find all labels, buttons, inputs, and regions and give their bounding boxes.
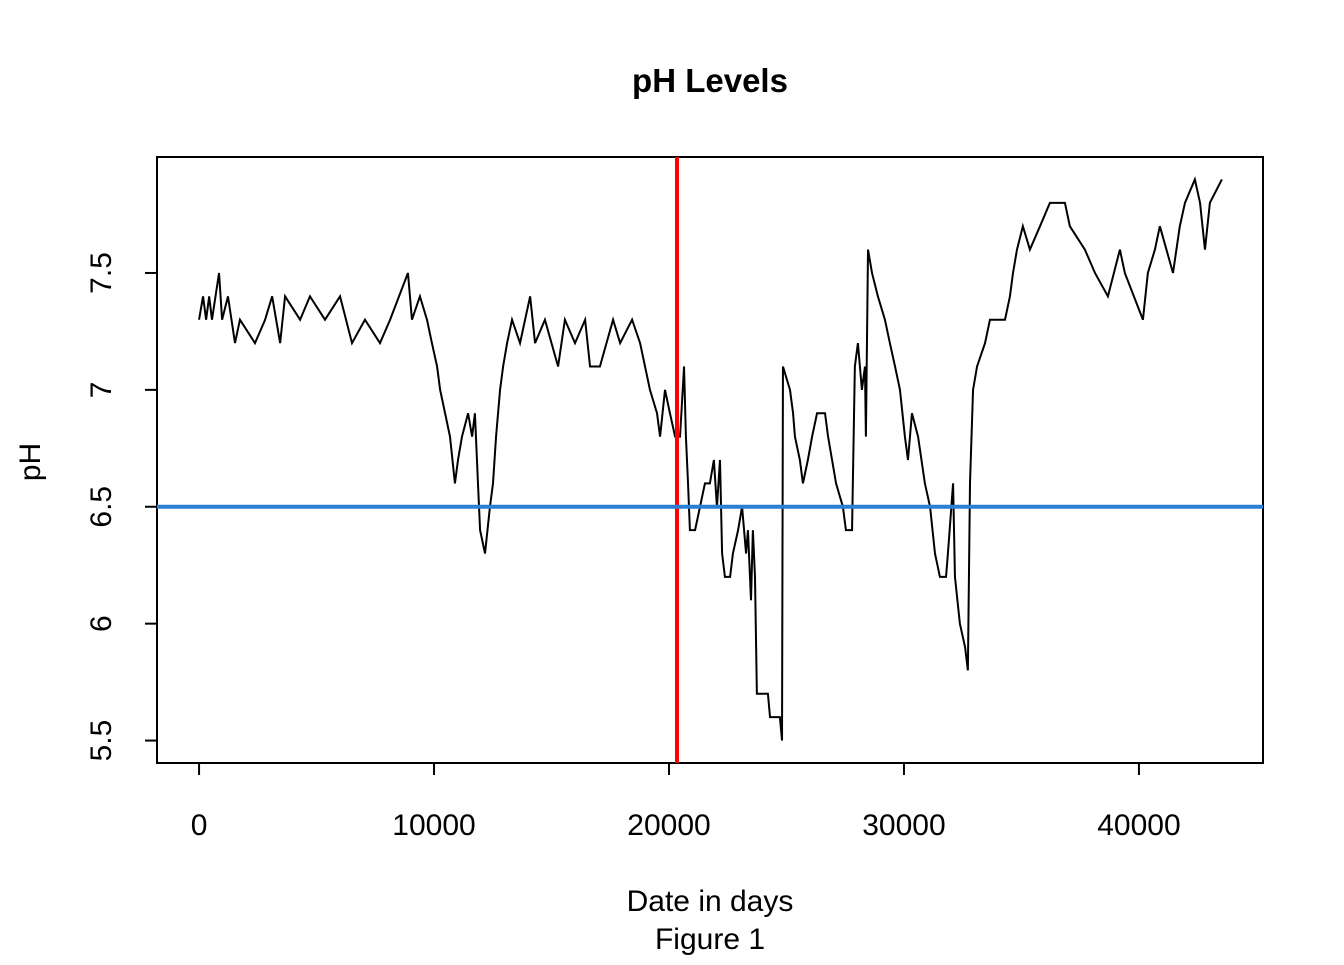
- y-axis-label: pH: [14, 443, 47, 481]
- chart-title: pH Levels: [632, 62, 788, 99]
- y-tick-label: 7: [85, 382, 118, 399]
- x-tick-label: 30000: [862, 809, 945, 842]
- x-tick-label: 20000: [627, 809, 710, 842]
- data-line: [198, 176, 1223, 741]
- caption: Figure 1: [655, 923, 765, 956]
- y-tick-label: 6: [85, 615, 118, 632]
- y-tick-label: 5.5: [85, 720, 118, 762]
- x-axis-label: Date in days: [627, 885, 794, 918]
- x-tick-label: 40000: [1097, 809, 1180, 842]
- x-tick-label: 10000: [392, 809, 475, 842]
- y-tick-label: 7.5: [85, 252, 118, 294]
- y-tick-label: 6.5: [85, 486, 118, 528]
- x-tick-label: 0: [191, 809, 208, 842]
- plot-frame: [156, 156, 1264, 764]
